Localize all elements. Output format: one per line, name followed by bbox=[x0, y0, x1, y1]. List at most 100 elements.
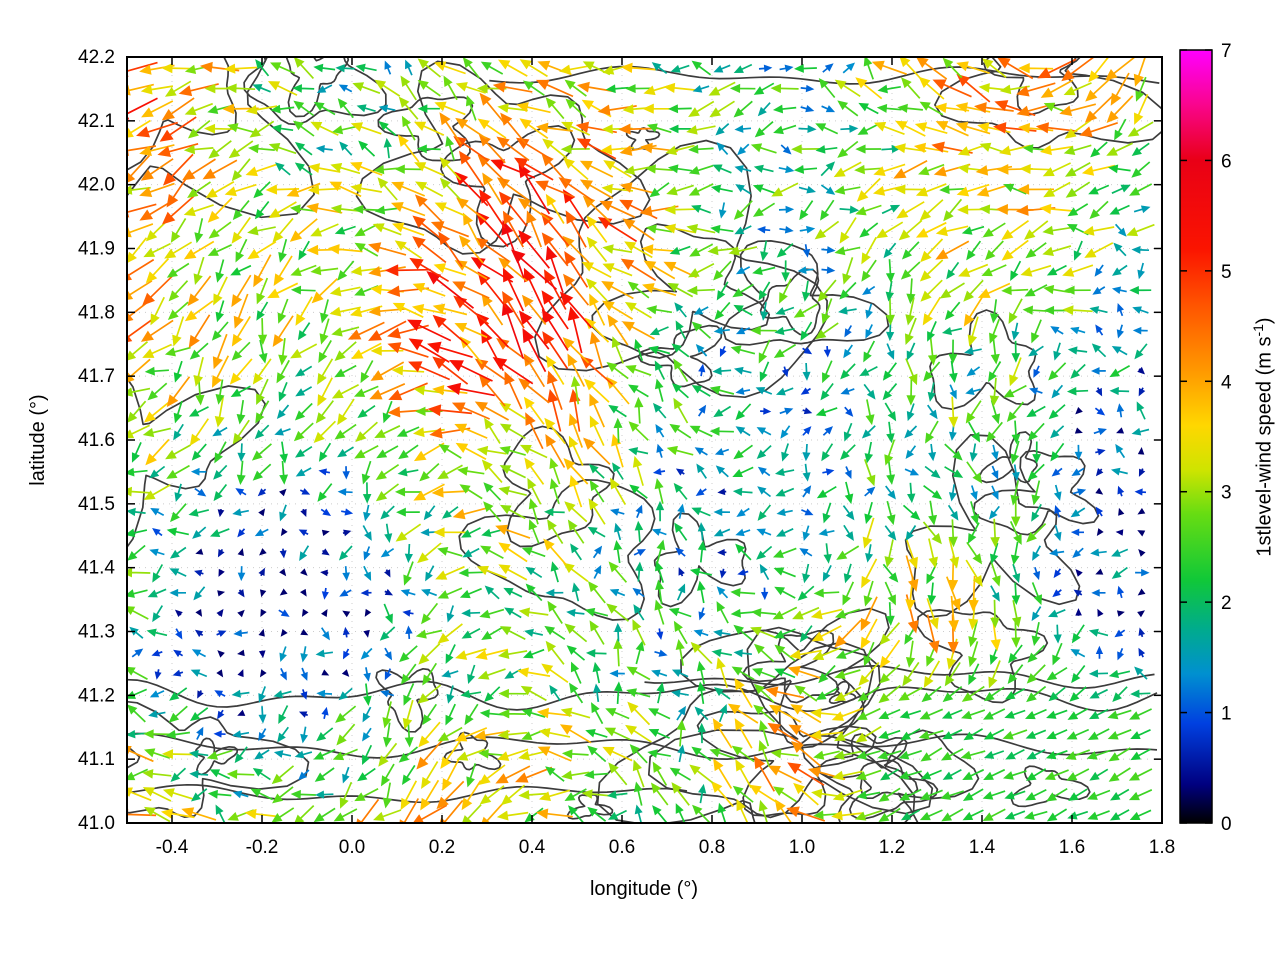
wind-vector bbox=[320, 627, 330, 641]
wind-vector bbox=[184, 300, 214, 322]
wind-vector bbox=[1032, 441, 1042, 464]
wind-vector bbox=[187, 275, 212, 307]
wind-vector bbox=[544, 507, 565, 517]
wind-vector bbox=[247, 226, 276, 236]
wind-vector bbox=[1112, 686, 1128, 702]
wind-vector bbox=[279, 504, 287, 522]
wind-vector bbox=[695, 343, 708, 357]
wind-vector bbox=[592, 683, 602, 703]
wind-vector bbox=[649, 182, 670, 198]
wind-vector bbox=[187, 181, 211, 198]
wind-vector bbox=[609, 508, 625, 516]
wind-vector bbox=[142, 787, 172, 802]
wind-vector bbox=[1129, 285, 1152, 295]
wind-vector bbox=[271, 124, 294, 133]
wind-vector bbox=[516, 667, 551, 678]
wind-vector bbox=[214, 690, 226, 698]
wind-vector bbox=[781, 260, 790, 282]
wind-vector bbox=[589, 331, 604, 369]
wind-vector bbox=[286, 182, 321, 197]
wind-vector bbox=[379, 626, 396, 641]
wind-vector bbox=[500, 784, 526, 806]
wind-vector bbox=[752, 202, 776, 217]
wind-vector bbox=[815, 687, 838, 700]
wind-vector bbox=[834, 246, 861, 256]
wind-vector bbox=[362, 525, 372, 541]
wind-vector bbox=[362, 727, 372, 742]
wind-vector bbox=[919, 259, 944, 282]
wind-vector bbox=[217, 508, 225, 518]
wind-vector bbox=[899, 788, 922, 801]
wind-vector bbox=[962, 768, 985, 780]
wind-vector bbox=[718, 202, 727, 219]
wind-vector bbox=[781, 443, 790, 462]
wind-vector bbox=[360, 647, 373, 660]
wind-vector bbox=[568, 805, 584, 823]
wind-vector bbox=[735, 543, 752, 561]
wind-vector bbox=[195, 609, 203, 617]
wind-vector bbox=[419, 462, 440, 482]
wind-vector bbox=[905, 555, 919, 592]
wind-vector bbox=[144, 366, 169, 376]
wind-vector bbox=[1114, 223, 1127, 237]
wind-vector bbox=[271, 765, 295, 785]
wind-vector bbox=[832, 770, 863, 781]
wind-vector bbox=[1104, 57, 1135, 81]
wind-vector bbox=[733, 444, 753, 460]
wind-vector bbox=[278, 381, 288, 402]
wind-vector bbox=[691, 204, 711, 214]
wind-vector bbox=[162, 788, 193, 800]
wind-vector bbox=[1053, 484, 1062, 501]
wind-vector bbox=[834, 608, 861, 619]
wind-vector bbox=[962, 788, 984, 801]
wind-vector bbox=[948, 396, 959, 428]
wind-vector bbox=[977, 282, 1011, 298]
wind-vector bbox=[1108, 767, 1131, 782]
y-tick-label: 41.6 bbox=[78, 430, 115, 451]
wind-vector bbox=[1031, 582, 1043, 606]
wind-vector bbox=[260, 609, 267, 618]
wind-vector bbox=[396, 507, 420, 517]
wind-vector bbox=[981, 58, 1007, 78]
y-tick-label: 42.1 bbox=[78, 111, 115, 132]
wind-vector bbox=[733, 63, 753, 73]
wind-vector bbox=[602, 244, 633, 254]
wind-vector bbox=[882, 362, 897, 381]
wind-vector bbox=[885, 602, 895, 626]
wind-vector bbox=[943, 198, 963, 222]
wind-vector bbox=[856, 177, 881, 202]
wind-vector bbox=[474, 401, 510, 421]
wind-vector bbox=[733, 100, 753, 118]
wind-vector bbox=[855, 769, 882, 781]
wind-vector bbox=[875, 221, 904, 239]
wind-vector bbox=[402, 699, 414, 730]
wind-vector bbox=[765, 686, 805, 699]
wind-vector bbox=[1001, 220, 1029, 241]
wind-vector bbox=[1033, 566, 1041, 581]
wind-vector bbox=[1067, 203, 1089, 217]
wind-vector bbox=[904, 425, 918, 439]
wind-vector bbox=[904, 468, 920, 476]
wind-vector bbox=[443, 75, 458, 101]
wind-vector bbox=[1079, 121, 1118, 137]
wind-vector bbox=[339, 589, 352, 597]
wind-vector bbox=[1111, 548, 1129, 557]
wind-vector bbox=[608, 404, 627, 418]
wind-vector bbox=[611, 336, 624, 364]
wind-vector bbox=[714, 447, 730, 456]
wind-vector bbox=[363, 565, 372, 581]
wind-vector bbox=[1010, 260, 1022, 281]
wind-vector bbox=[524, 457, 545, 485]
wind-vector bbox=[278, 337, 288, 366]
wind-vector bbox=[886, 460, 896, 485]
wind-vector bbox=[898, 749, 922, 760]
x-tick-label: 0.4 bbox=[519, 837, 546, 858]
wind-vector bbox=[821, 443, 834, 462]
wind-vector bbox=[233, 629, 248, 637]
wind-vector bbox=[310, 265, 339, 276]
wind-vector bbox=[961, 225, 985, 235]
wind-vector bbox=[855, 204, 882, 216]
wind-vector bbox=[1025, 768, 1047, 781]
wind-vector bbox=[545, 193, 565, 224]
wind-vector bbox=[384, 647, 393, 661]
